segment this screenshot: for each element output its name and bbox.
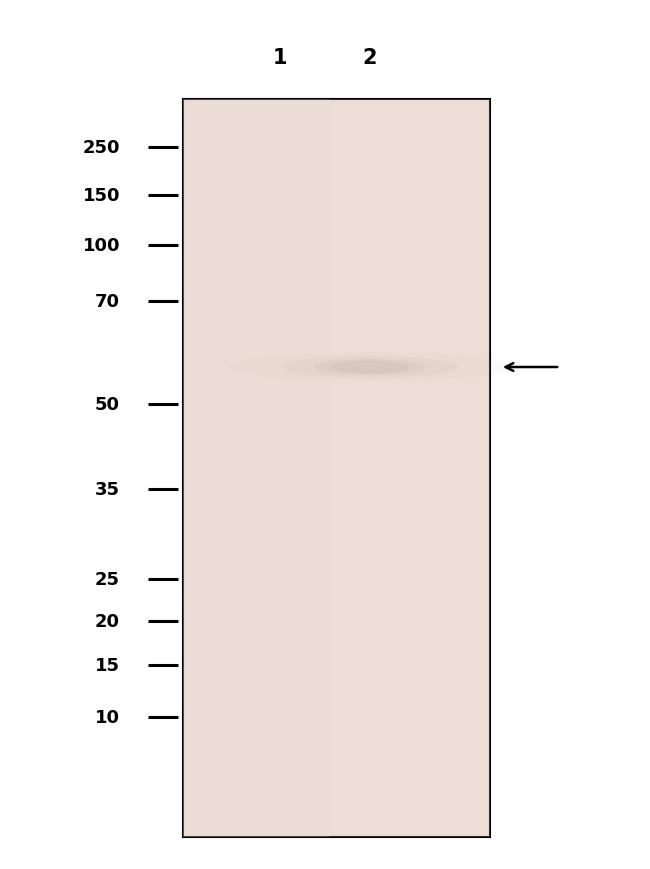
Text: 150: 150 bbox=[83, 187, 120, 205]
Ellipse shape bbox=[282, 357, 458, 378]
Text: 10: 10 bbox=[95, 708, 120, 726]
Text: 25: 25 bbox=[95, 570, 120, 588]
Bar bbox=[183, 100, 490, 837]
Ellipse shape bbox=[314, 360, 426, 375]
Ellipse shape bbox=[230, 353, 510, 382]
Text: 1: 1 bbox=[273, 48, 287, 68]
Ellipse shape bbox=[330, 362, 410, 374]
Text: 15: 15 bbox=[95, 656, 120, 674]
Text: 20: 20 bbox=[95, 613, 120, 630]
Text: 35: 35 bbox=[95, 481, 120, 499]
Text: 2: 2 bbox=[363, 48, 377, 68]
Text: 100: 100 bbox=[83, 236, 120, 255]
Text: 50: 50 bbox=[95, 395, 120, 414]
Text: 70: 70 bbox=[95, 293, 120, 310]
Bar bbox=[330, 100, 490, 837]
Text: 250: 250 bbox=[83, 139, 120, 156]
Bar bbox=[183, 100, 330, 837]
